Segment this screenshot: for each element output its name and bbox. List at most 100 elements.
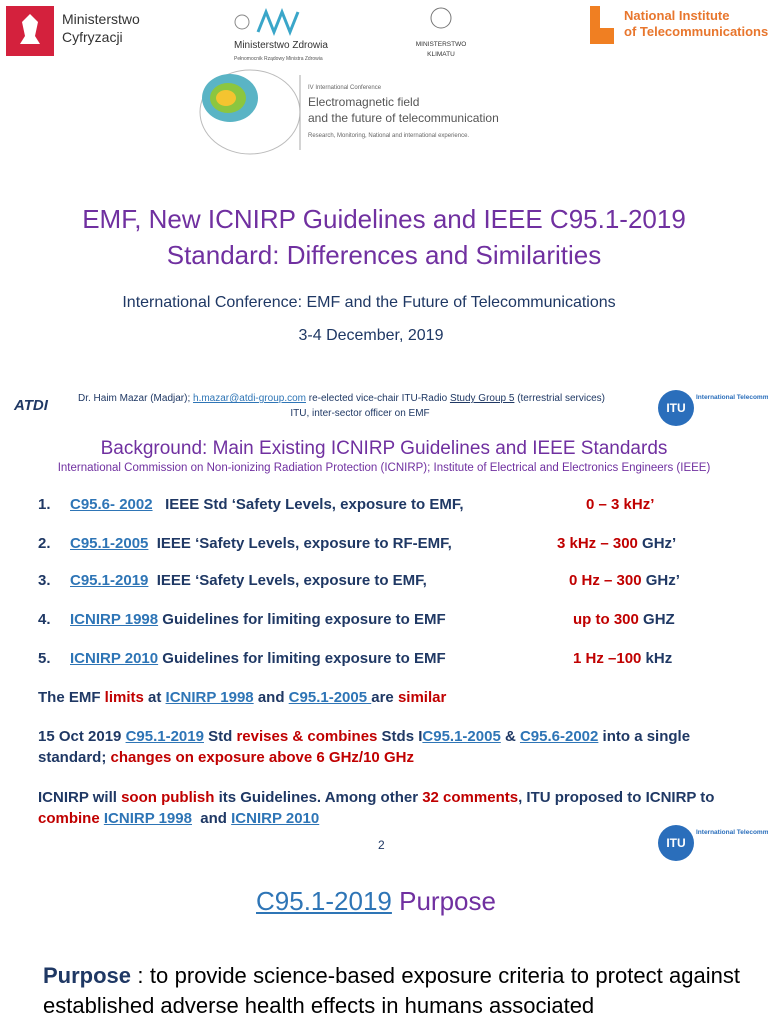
text-run: are bbox=[371, 689, 398, 706]
item-number: 3. bbox=[38, 572, 51, 589]
text-run: 0 Hz – 300 bbox=[569, 572, 642, 589]
atdi-logo: ATDI bbox=[13, 397, 49, 414]
title: Standard: Differences and Similarities bbox=[166, 240, 602, 270]
text-run: h.mazar@atdi-group.com bbox=[193, 393, 306, 404]
logo-text: MINISTERSTWO bbox=[416, 41, 467, 48]
text-run: GHZ bbox=[638, 611, 675, 628]
text-run: Stds I bbox=[377, 728, 423, 745]
logo-text: and the future of telecommunication bbox=[308, 111, 499, 125]
text-run: 3 kHz – 300 bbox=[557, 535, 638, 552]
itu-name: International Telecommunication Union bbox=[696, 829, 768, 836]
item-range: 1 Hz –100 kHz bbox=[573, 650, 672, 667]
item-number: 1. bbox=[38, 496, 51, 513]
text-run: Purpose bbox=[391, 886, 496, 916]
text-run: its Guidelines. Among other bbox=[214, 789, 423, 806]
item-range: up to 300 GHZ bbox=[573, 611, 675, 628]
standard-link: ICNIRP 1998 bbox=[70, 611, 159, 628]
text-run: GHz’ bbox=[641, 572, 680, 589]
text-run: (terrestrial services) bbox=[514, 393, 605, 404]
text-run: , ITU proposed to ICNIRP to bbox=[518, 789, 719, 806]
logo-text: Cyfryzacji bbox=[62, 29, 123, 45]
list-item: 2. C95.1-2005 IEEE ‘Safety Levels, exposu… bbox=[38, 535, 738, 552]
paragraph: The EMF limits at ICNIRP 1998 and C95.1-… bbox=[38, 687, 718, 708]
text-run: GHz’ bbox=[637, 535, 677, 552]
list-item: 4. ICNIRP 1998 Guidelines for limiting ex… bbox=[38, 611, 738, 628]
list-item: 3. C95.1-2019 IEEE ‘Safety Levels, exposu… bbox=[38, 572, 738, 589]
text-run: limits bbox=[104, 689, 144, 706]
text-run: ICNIRP 1998 bbox=[103, 810, 192, 827]
author-role: ITU, inter-sector officer on EMF bbox=[290, 408, 430, 419]
item-number: 4. bbox=[38, 611, 51, 628]
eagle bbox=[20, 14, 40, 44]
text-run: C95.1-2019 bbox=[256, 886, 392, 916]
mz-emblem bbox=[234, 14, 250, 30]
item-number: 2. bbox=[38, 535, 51, 552]
nit-mark bbox=[590, 6, 614, 44]
logo-text: Research, Monitoring, National and inter… bbox=[308, 133, 469, 139]
text-run: The EMF bbox=[38, 689, 105, 706]
item-range: 0 – 3 kHz’ bbox=[586, 496, 654, 513]
itu-abbr: ITU bbox=[666, 401, 685, 415]
text-run: changes on exposure above 6 GHz/10 GHz bbox=[110, 749, 414, 766]
text-run: at bbox=[143, 689, 166, 706]
itu-abbr: ITU bbox=[666, 836, 685, 850]
text-run: ICNIRP 2010 bbox=[231, 810, 320, 827]
page-number: 2 bbox=[378, 838, 385, 852]
text-run: re-elected vice-chair ITU-Radio bbox=[306, 393, 450, 404]
text-run: 0 – 3 kHz’ bbox=[586, 496, 655, 513]
item-number: 5. bbox=[38, 650, 51, 667]
logos: Ministerstwo Cyfryzacji Ministerstwo Zdr… bbox=[6, 6, 768, 155]
logo-text: Pełnomocnik Rządowy Ministra Zdrowia bbox=[234, 56, 323, 62]
conf-shape bbox=[216, 90, 236, 106]
logo-text: Electromagnetic field bbox=[308, 95, 419, 109]
logo-text: KLIMATU bbox=[427, 51, 455, 58]
text-run: 1 Hz –100 bbox=[573, 650, 642, 667]
text-run: C95.1-2005 bbox=[422, 728, 501, 745]
purpose-text: : to provide science-based exposure crit… bbox=[43, 963, 740, 1018]
text-run: Dr. Haim Mazar (Madjar); bbox=[78, 393, 194, 404]
subtitle: International Conference: EMF and the Fu… bbox=[122, 294, 616, 311]
paragraph: 15 Oct 2019 C95.1-2019 Std revises & com… bbox=[38, 726, 718, 768]
purpose: Purpose : to provide science-based expos… bbox=[43, 961, 740, 1021]
item-range: 3 kHz – 300 GHz’ bbox=[557, 535, 676, 552]
item-description: Guidelines for limiting exposure to EMF bbox=[158, 611, 446, 628]
date: 3-4 December, 2019 bbox=[298, 327, 444, 344]
text-run: Std bbox=[203, 728, 237, 745]
subheading: International Commission on Non-ionizing… bbox=[57, 462, 711, 474]
purpose-label: Purpose bbox=[43, 963, 132, 988]
text-run: up to 300 bbox=[573, 611, 639, 628]
item-range: 0 Hz – 300 GHz’ bbox=[569, 572, 680, 589]
standard-link: ICNIRP 2010 bbox=[70, 650, 159, 667]
heading: Background: Main Existing ICNIRP Guideli… bbox=[100, 438, 668, 459]
text-run: & bbox=[500, 728, 520, 745]
logo-text: National Institute bbox=[624, 8, 729, 23]
text-run: soon publish bbox=[121, 789, 215, 806]
logo-text: Ministerstwo Zdrowia bbox=[234, 40, 328, 51]
item-description: Guidelines for limiting exposure to EMF bbox=[158, 650, 446, 667]
paragraph: ICNIRP will soon publish its Guidelines.… bbox=[38, 787, 718, 829]
text-run: C95.1-2005 bbox=[288, 689, 372, 706]
text-run: and bbox=[191, 810, 232, 827]
list-item: 1. C95.6- 2002 IEEE Std ‘Safety Levels, e… bbox=[38, 496, 738, 513]
text-run: 15 Oct 2019 bbox=[38, 728, 126, 745]
text-run: into a single standard; bbox=[38, 728, 695, 766]
text-run: kHz bbox=[641, 650, 673, 667]
mk-emblem bbox=[430, 7, 452, 29]
mz-mark bbox=[256, 7, 300, 37]
itu-logo: ITU International Telecommunication Unio… bbox=[658, 825, 768, 861]
text-run: C95.1-2019 bbox=[125, 728, 204, 745]
text-run: Study Group 5 bbox=[449, 393, 515, 404]
slide-title: C95.1-2019 Purpose bbox=[0, 886, 752, 917]
text-run: ICNIRP will bbox=[38, 789, 122, 806]
list-item: 5. ICNIRP 2010 Guidelines for limiting ex… bbox=[38, 650, 738, 667]
item-description: IEEE ‘Safety Levels, exposure to RF-EMF, bbox=[148, 535, 452, 552]
standard-link: C95.1-2005 bbox=[70, 535, 149, 552]
itu-name: International Telecommunication Union bbox=[696, 394, 768, 401]
title: EMF, New ICNIRP Guidelines and IEEE C95.… bbox=[82, 204, 686, 234]
header-logos: ATDI ITU International Telecommunication… bbox=[13, 390, 768, 426]
logo-text: of Telecommunications bbox=[624, 24, 768, 39]
author: Dr. Haim Mazar (Madjar); h.mazar@atdi-gr… bbox=[78, 393, 605, 404]
text-run: 32 comments bbox=[422, 789, 519, 806]
text-run: revises & combines bbox=[236, 728, 378, 745]
